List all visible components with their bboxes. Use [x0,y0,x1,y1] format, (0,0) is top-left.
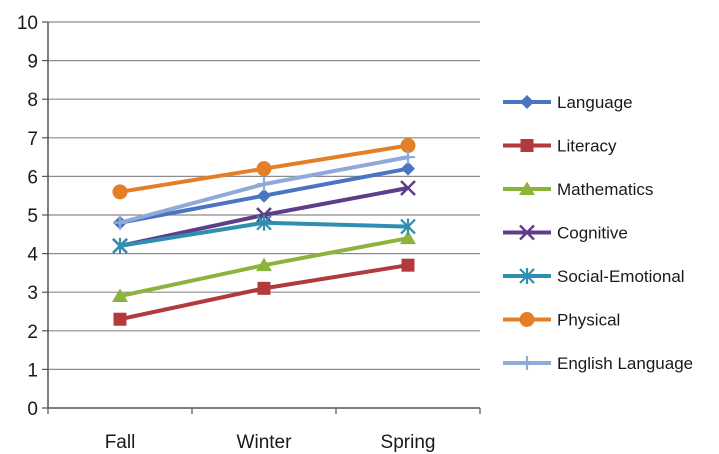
legend-item-english-language: English Language [503,354,693,373]
series-physical [112,138,416,200]
data-point-mathematics [112,288,128,303]
data-point-mathematics [400,230,416,245]
x-tick-label: Spring [381,432,436,453]
data-point-language [401,161,415,176]
y-tick-label: 2 [27,322,38,343]
legend-label: Physical [557,311,620,330]
data-point-social-emotional [400,218,416,235]
legend-marker [519,181,535,195]
series-literacy [113,258,415,326]
y-tick-label: 8 [27,90,38,111]
x-tick-label: Fall [105,432,136,453]
legend-item-language: Language [503,93,633,112]
data-point-physical [400,138,416,154]
legend-item-social-emotional: Social-Emotional [503,267,685,286]
legend-label: Social-Emotional [557,267,685,286]
data-point-literacy [257,281,271,295]
legend-marker [519,224,535,241]
axes: 0 1 2 3 4 5 6 7 8 9 10 Fall Winter Spring [17,13,481,453]
legend-label: English Language [557,354,693,373]
legend-label: Cognitive [557,224,628,243]
legend-item-cognitive: Cognitive [503,224,628,243]
series-language [113,161,415,230]
y-tick-label: 3 [27,283,38,304]
legend-marker [520,95,534,109]
series-lines [112,138,416,326]
y-tick-label: 5 [27,206,38,227]
data-point-language [257,188,271,203]
data-point-social-emotional [256,214,272,231]
y-tick-label: 10 [17,13,38,34]
legend-item-mathematics: Mathematics [503,180,653,199]
series-english-language [113,150,415,230]
data-point-english-language [401,150,415,165]
data-point-mathematics [256,257,272,272]
x-tick-label: Winter [237,432,293,453]
y-tick-label: 9 [27,52,38,73]
data-point-cognitive [400,180,416,196]
legend-item-physical: Physical [503,311,620,330]
data-point-physical [256,161,272,177]
data-point-literacy [401,258,415,272]
data-point-english-language [113,215,127,230]
data-point-social-emotional [112,237,128,254]
legend: Language Literacy Mathematics Cognitive Soci… [503,93,693,373]
legend-label: Literacy [557,137,617,156]
legend-label: Mathematics [557,180,653,199]
legend-marker [520,139,534,152]
legend-item-literacy: Literacy [503,137,617,156]
y-tick-label: 1 [27,360,38,381]
data-point-physical [112,184,128,200]
y-tick-label: 0 [27,399,38,420]
data-point-english-language [257,177,271,192]
series-social-emotional [112,214,416,254]
y-tick-label: 7 [27,129,38,150]
series-mathematics [112,230,416,303]
legend-marker [519,312,535,327]
legend-marker [519,268,535,284]
legend-marker [520,356,534,370]
legend-label: Language [557,93,633,112]
y-tick-label: 4 [27,245,38,266]
y-tick-label: 6 [27,167,38,188]
data-point-literacy [113,312,127,326]
